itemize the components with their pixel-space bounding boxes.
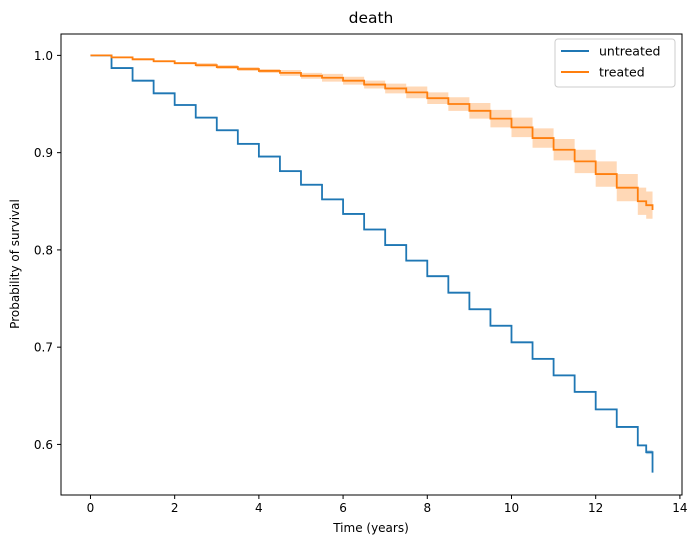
survival-lines <box>90 54 654 473</box>
x-tick-label: 0 <box>87 501 95 515</box>
y-tick-label: 0.9 <box>34 146 53 160</box>
plot-area-frame <box>60 33 683 496</box>
x-tick-label: 10 <box>504 501 519 515</box>
series-line-treated <box>90 54 654 211</box>
x-tick-label: 2 <box>171 501 179 515</box>
x-axis-label: Time (years) <box>332 521 409 535</box>
legend: untreated treated <box>554 38 676 88</box>
y-axis-ticks: 0.6 0.7 0.8 0.9 1.0 <box>34 49 61 452</box>
x-tick-label: 12 <box>588 501 603 515</box>
y-tick-label: 0.6 <box>34 438 53 452</box>
series-line-untreated <box>90 54 654 473</box>
x-tick-label: 6 <box>339 501 347 515</box>
chart-title: death <box>349 9 394 27</box>
y-tick-label: 0.7 <box>34 341 53 355</box>
x-tick-label: 14 <box>672 501 687 515</box>
legend-label-untreated: untreated <box>599 44 661 59</box>
y-tick-label: 1.0 <box>34 49 53 63</box>
x-tick-label: 8 <box>423 501 431 515</box>
x-axis-ticks: 0 2 4 6 8 10 12 14 <box>87 495 688 515</box>
x-tick-label: 4 <box>255 501 263 515</box>
y-axis-label: Probability of survival <box>8 199 22 329</box>
legend-label-treated: treated <box>599 65 645 80</box>
y-tick-label: 0.8 <box>34 243 53 257</box>
